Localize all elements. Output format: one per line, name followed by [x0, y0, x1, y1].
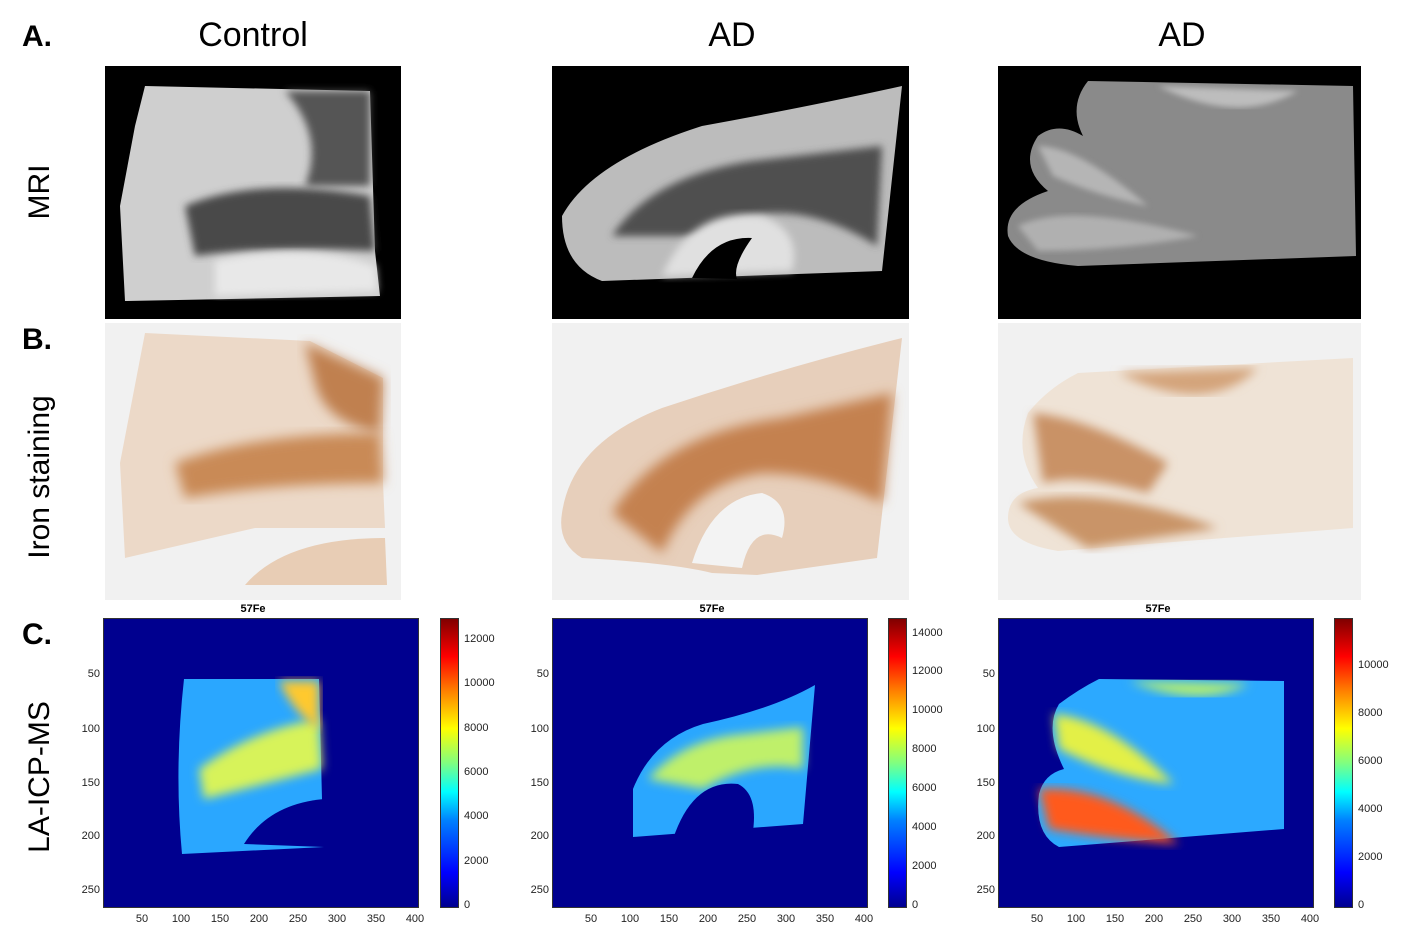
heatmap-2-xtick: 50 [584, 913, 598, 925]
mri-image-ad-2 [998, 66, 1361, 319]
heatmap-1-xtick: 150 [210, 913, 230, 925]
heatmap-3-ytick: 50 [982, 668, 995, 680]
heatmap-3-xtick: 300 [1222, 913, 1242, 925]
heatmap-2-xtick: 400 [854, 913, 874, 925]
heatmap-1-ytick: 50 [87, 668, 100, 680]
heatmap-title-3: 57Fe [1145, 603, 1171, 615]
heatmap-1-xtick: 100 [171, 913, 191, 925]
heatmap-3-xtick: 250 [1183, 913, 1203, 925]
colorbar-tick-label: 4000 [1358, 803, 1383, 815]
heatmap-1-xtick: 200 [249, 913, 269, 925]
colorbar-tick-label: 6000 [1358, 755, 1383, 767]
heatmap-1-ytick: 250 [81, 884, 100, 896]
heatmap-3-xtick: 350 [1261, 913, 1281, 925]
heatmap-3-ytick: 150 [976, 777, 995, 789]
colorbar-2 [888, 618, 907, 908]
heatmap-control [103, 618, 419, 908]
heatmap-1-xtick: 400 [405, 913, 425, 925]
colorbar-tick-label: 10000 [464, 677, 495, 690]
heatmap-1-xtick: 300 [327, 913, 347, 925]
heatmap-3-ytick: 200 [976, 830, 995, 842]
column-title-ad-2: AD [1158, 16, 1206, 54]
heatmap-2-xtick: 150 [659, 913, 679, 925]
heatmap-2-xtick: 100 [620, 913, 640, 925]
heatmap-1-ytick: 150 [81, 777, 100, 789]
colorbar-tick-label: 4000 [912, 821, 937, 834]
heatmap-title-2: 57Fe [699, 603, 725, 615]
heatmap-2-ytick: 250 [530, 884, 549, 896]
column-title-control: Control [198, 16, 308, 54]
heatmap-2-xtick: 200 [698, 913, 718, 925]
colorbar-tick-label: 4000 [464, 810, 489, 823]
heatmap-3-xtick: 400 [1300, 913, 1320, 925]
colorbar-tick-label: 0 [1358, 899, 1365, 911]
colorbar-tick-label: 0 [912, 899, 919, 911]
heatmap-3-xtick: 150 [1105, 913, 1125, 925]
heatmap-1-xtick: 350 [366, 913, 386, 925]
iron-stain-control [105, 323, 401, 600]
heatmap-2-ytick: 150 [530, 777, 549, 789]
colorbar-tick-label: 6000 [912, 782, 937, 795]
heatmap-3-xtick: 200 [1144, 913, 1164, 925]
colorbar-tick-label: 8000 [464, 721, 489, 734]
iron-stain-ad-1 [552, 323, 909, 600]
heatmap-3-ytick: 100 [976, 723, 995, 735]
column-title-ad-1: AD [708, 16, 756, 54]
colorbar-tick-label: 10000 [912, 704, 943, 717]
mri-image-control [105, 66, 401, 319]
colorbar-tick-label: 10000 [1358, 659, 1389, 671]
heatmap-2-xtick: 300 [776, 913, 796, 925]
colorbar-tick-label: 12000 [464, 633, 495, 646]
heatmap-ad-1 [552, 618, 868, 908]
colorbar-tick-label: 12000 [912, 665, 943, 678]
heatmap-3-xtick: 100 [1066, 913, 1086, 925]
heatmap-2-ytick: 100 [530, 723, 549, 735]
section-label-b: B. [22, 323, 52, 356]
colorbar-tick-label: 0 [464, 899, 471, 911]
section-label-c: C. [22, 618, 52, 651]
heatmap-1-ytick: 200 [81, 830, 100, 842]
colorbar-3 [1334, 618, 1353, 908]
colorbar-tick-label: 8000 [912, 743, 937, 756]
colorbar-tick-label: 2000 [912, 860, 937, 873]
heatmap-2-xtick: 350 [815, 913, 835, 925]
heatmap-2-ytick: 50 [536, 668, 549, 680]
colorbar-tick-label: 2000 [464, 854, 489, 867]
colorbar-tick-label: 14000 [912, 626, 943, 639]
row-title-mri: MRI [23, 164, 56, 220]
heatmap-1-ytick: 100 [81, 723, 100, 735]
heatmap-1-xtick: 250 [288, 913, 308, 925]
heatmap-ad-2 [998, 618, 1314, 908]
heatmap-2-ytick: 200 [530, 830, 549, 842]
iron-stain-ad-2 [998, 323, 1361, 600]
heatmap-3-xtick: 50 [1030, 913, 1044, 925]
row-title-la-icp-ms: LA-ICP-MS [23, 701, 56, 853]
section-label-a: A. [22, 20, 52, 53]
heatmap-title-1: 57Fe [240, 603, 266, 615]
heatmap-1-xtick: 50 [135, 913, 149, 925]
row-title-iron-staining: Iron staining [23, 395, 56, 559]
colorbar-tick-label: 6000 [464, 766, 489, 779]
colorbar-tick-label: 8000 [1358, 707, 1383, 719]
heatmap-2-xtick: 250 [737, 913, 757, 925]
mri-image-ad-1 [552, 66, 909, 319]
colorbar-tick-label: 2000 [1358, 851, 1383, 863]
colorbar-1 [440, 618, 459, 908]
heatmap-3-ytick: 250 [976, 884, 995, 896]
